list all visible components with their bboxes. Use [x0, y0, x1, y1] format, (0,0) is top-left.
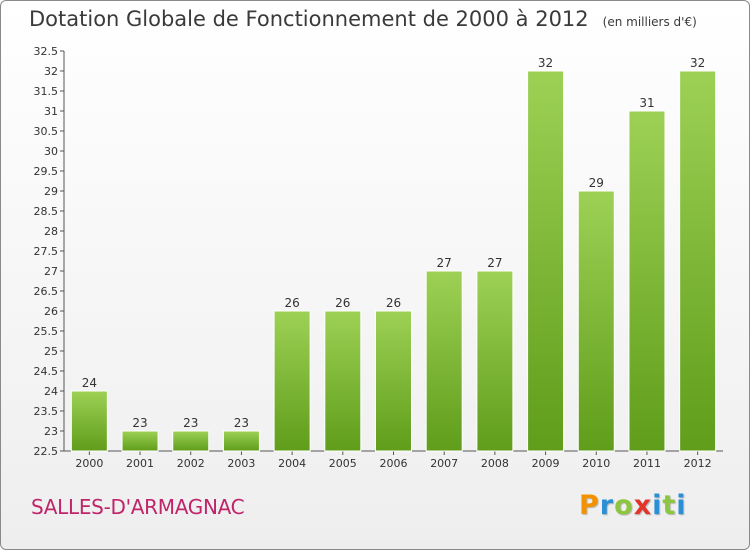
x-tick-label-2009: 2009 — [532, 457, 560, 470]
y-tick-label: 25 — [44, 345, 58, 358]
data-label-2008: 27 — [487, 256, 502, 270]
y-tick-label: 31 — [44, 105, 58, 118]
proxiti-logo: Proxiti — [579, 490, 687, 521]
x-tick-label-2003: 2003 — [227, 457, 255, 470]
y-tick-label: 26.5 — [34, 285, 59, 298]
bar-2004 — [273, 310, 311, 452]
data-label-2004: 26 — [284, 296, 299, 310]
bar-2012 — [679, 70, 717, 452]
y-tick-label: 29.5 — [34, 165, 59, 178]
data-label-2003: 23 — [234, 416, 249, 430]
y-tick-label: 30.5 — [34, 125, 59, 138]
bar-2003 — [222, 430, 260, 452]
y-tick-label: 23.5 — [34, 405, 59, 418]
bar-2008 — [476, 270, 514, 452]
bar-2007 — [425, 270, 463, 452]
data-label-2000: 24 — [82, 376, 97, 390]
y-tick-label: 24.5 — [34, 365, 59, 378]
y-axis: 22.5 23 23.5 24 24.5 25 25.5 26 26.5 27 27.5 28 28.5… — [34, 45, 65, 458]
x-tick-label-2010: 2010 — [582, 457, 610, 470]
data-label-2006: 26 — [386, 296, 401, 310]
chart-title-text: Dotation Globale de Fonctionnement de 20… — [29, 7, 589, 31]
y-tick-label: 31.5 — [34, 85, 59, 98]
data-labels: 24 23 23 23 26 26 26 27 27 32 29 31 32 — [82, 56, 706, 430]
bar-2011 — [628, 110, 666, 452]
bar-2006 — [375, 310, 412, 452]
y-tick-label: 26 — [44, 305, 58, 318]
data-label-2002: 23 — [183, 416, 198, 430]
chart-title: Dotation Globale de Fonctionnement de 20… — [29, 7, 697, 31]
chart-subtitle: (en milliers d'€) — [602, 15, 697, 29]
x-tick-label-2011: 2011 — [633, 457, 661, 470]
x-tick-label-2007: 2007 — [430, 457, 458, 470]
y-tick-label: 32.5 — [34, 45, 59, 58]
bar-2001 — [121, 430, 159, 452]
bar-2005 — [324, 310, 362, 452]
x-tick-label-2000: 2000 — [75, 457, 103, 470]
x-tick-label-2004: 2004 — [278, 457, 306, 470]
bar-2009 — [527, 70, 565, 452]
y-tick-label: 22.5 — [34, 445, 59, 458]
y-tick-label: 24 — [44, 385, 58, 398]
y-tick-label: 29 — [44, 185, 58, 198]
y-tick-label: 23 — [44, 425, 58, 438]
data-label-2009: 32 — [538, 56, 553, 70]
x-tick-label-2006: 2006 — [380, 457, 408, 470]
data-label-2011: 31 — [639, 96, 654, 110]
y-tick-label: 28 — [44, 225, 58, 238]
x-tick-label-2008: 2008 — [481, 457, 509, 470]
y-tick-label: 27 — [44, 265, 58, 278]
bar-2010 — [577, 190, 615, 452]
bars — [70, 70, 717, 452]
y-tick-label: 30 — [44, 145, 58, 158]
data-label-2012: 32 — [690, 56, 705, 70]
bar-2002 — [172, 430, 210, 452]
data-label-2005: 26 — [335, 296, 350, 310]
y-tick-label: 28.5 — [34, 205, 59, 218]
x-tick-label-2001: 2001 — [126, 457, 154, 470]
x-tick-label-2012: 2012 — [684, 457, 712, 470]
commune-name: SALLES-D'ARMAGNAC — [31, 495, 245, 519]
y-tick-label: 32 — [44, 65, 58, 78]
data-label-2010: 29 — [589, 176, 604, 190]
y-tick-label: 25.5 — [34, 325, 59, 338]
data-label-2007: 27 — [437, 256, 452, 270]
bar-2000 — [70, 390, 108, 452]
x-tick-label-2002: 2002 — [177, 457, 205, 470]
x-tick-label-2005: 2005 — [329, 457, 357, 470]
x-axis: 2000 2001 2002 2003 2004 2005 2006 2007 2008 2009… — [64, 450, 723, 470]
data-label-2001: 23 — [132, 416, 147, 430]
y-tick-label: 27.5 — [34, 245, 59, 258]
